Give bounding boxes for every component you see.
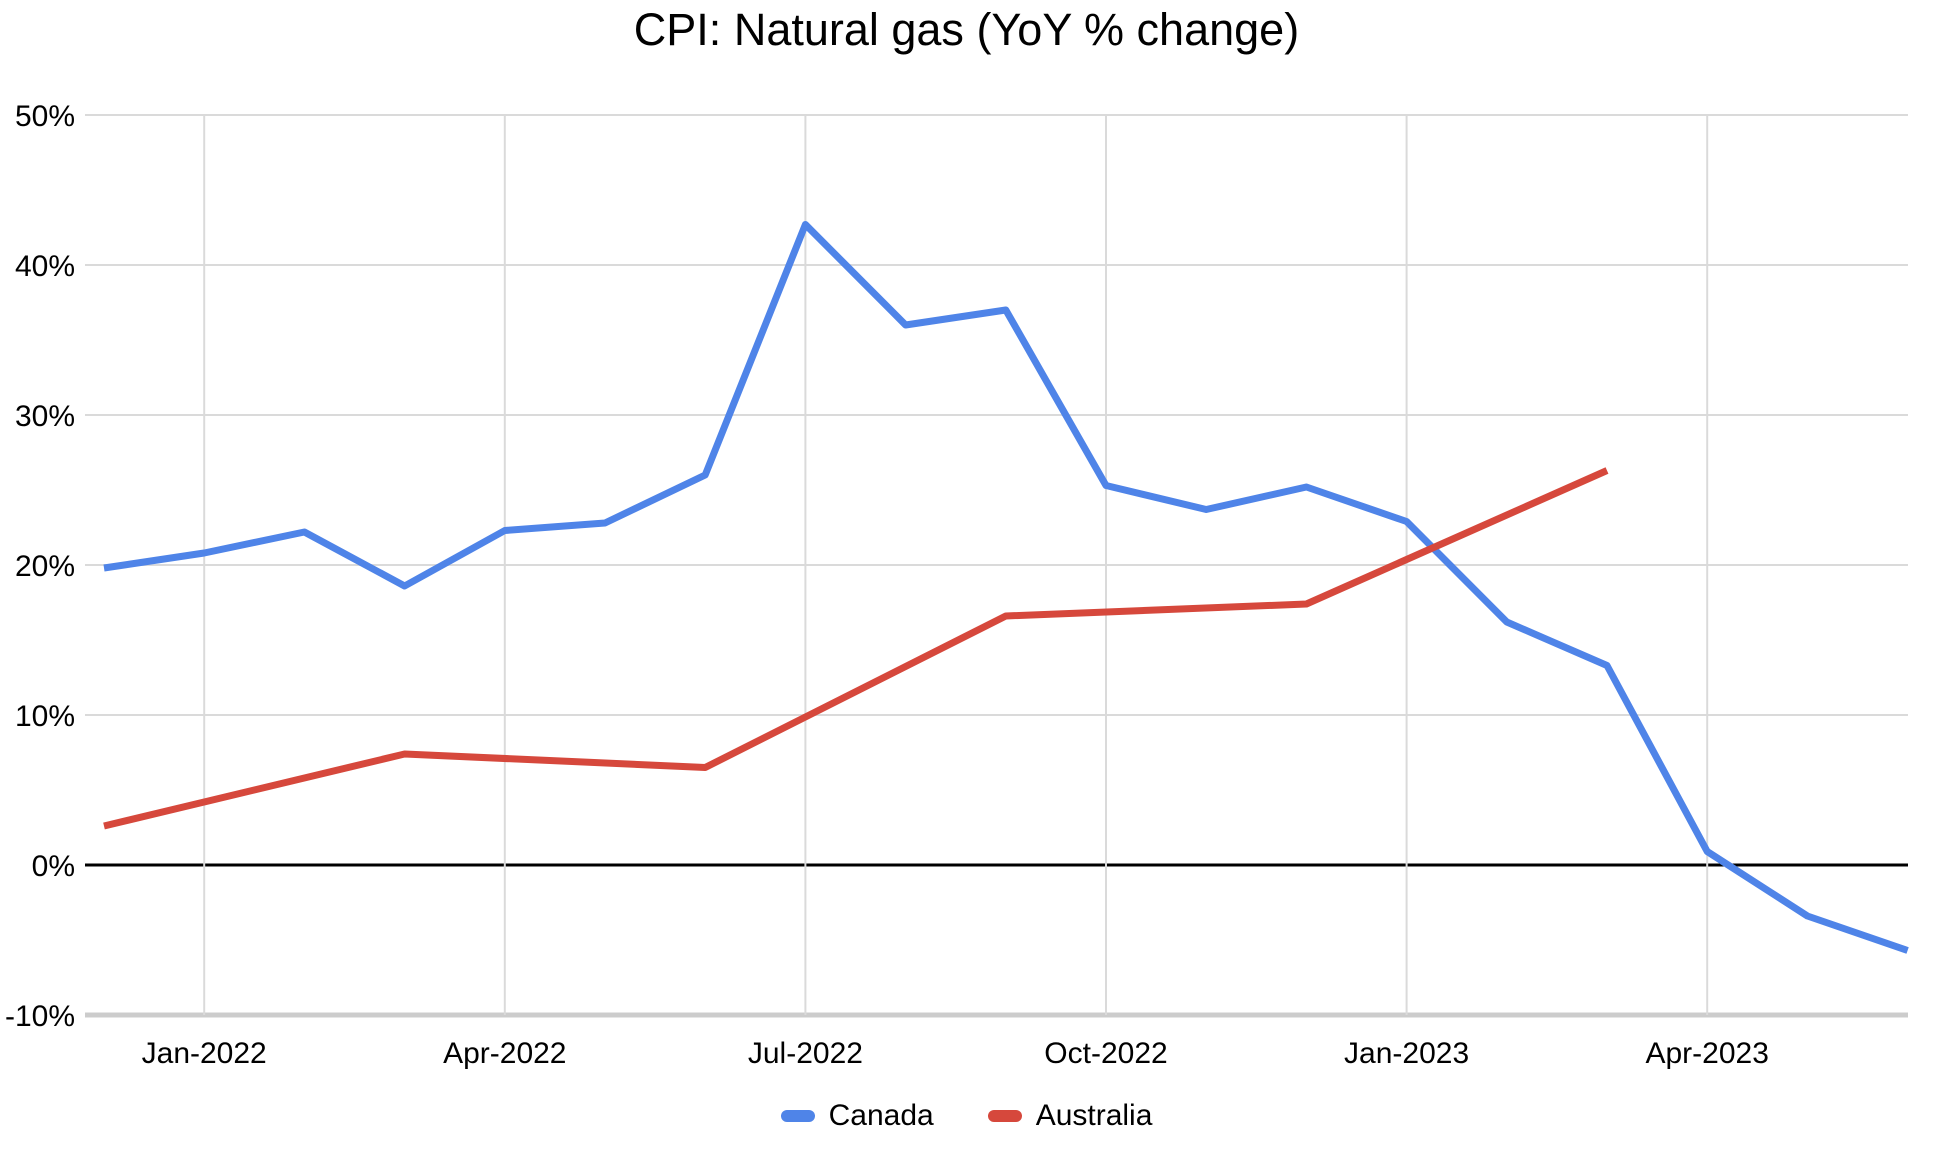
vertical-gridlines (203, 115, 1709, 1015)
x-axis-labels: Jan-2022 Apr-2022 Jul-2022 Oct-2022 Jan-2023… (142, 1037, 1769, 1070)
x-tick-label: Oct-2022 (1044, 1037, 1167, 1070)
y-tick-label: 20% (15, 550, 75, 583)
horizontal-gridlines (85, 114, 1908, 1018)
x-tick-label: Jan-2023 (1344, 1037, 1469, 1070)
y-tick-label: 30% (15, 400, 75, 433)
y-tick-label: -10% (5, 1000, 75, 1033)
series-line-canada (103, 221, 1909, 954)
y-tick-label: 50% (15, 100, 75, 133)
y-tick-label: 10% (15, 700, 75, 733)
y-axis-labels: 50% 40% 30% 20% 10% 0% -10% (5, 100, 75, 1033)
x-tick-label: Apr-2023 (1645, 1037, 1768, 1070)
x-tick-label: Jan-2022 (142, 1037, 267, 1070)
y-tick-label: 0% (32, 850, 75, 883)
x-tick-label: Jul-2022 (748, 1037, 863, 1070)
legend-label: Australia (1035, 1099, 1153, 1132)
legend-swatch-australia (987, 1110, 1022, 1122)
series-lines (103, 221, 1909, 954)
series-line-australia (103, 467, 1609, 830)
legend: Canada Australia (0, 1098, 1933, 1134)
y-tick-label: 40% (15, 250, 75, 283)
legend-item-canada: Canada (780, 1098, 934, 1134)
legend-item-australia: Australia (987, 1098, 1153, 1134)
chart-title: CPI: Natural gas (YoY % change) (633, 4, 1300, 55)
legend-label: Canada (828, 1099, 934, 1132)
legend-swatch-canada (780, 1110, 815, 1122)
x-tick-label: Apr-2022 (443, 1037, 566, 1070)
